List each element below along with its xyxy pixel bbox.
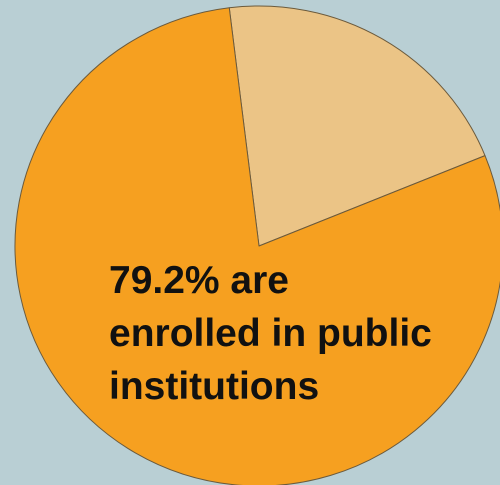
pie-annotation: 79.2% are enrolled in public institution… [109,259,432,408]
pie-slice-private [228,5,486,247]
pie-slices [14,5,500,485]
pie-slice-public [14,7,500,485]
